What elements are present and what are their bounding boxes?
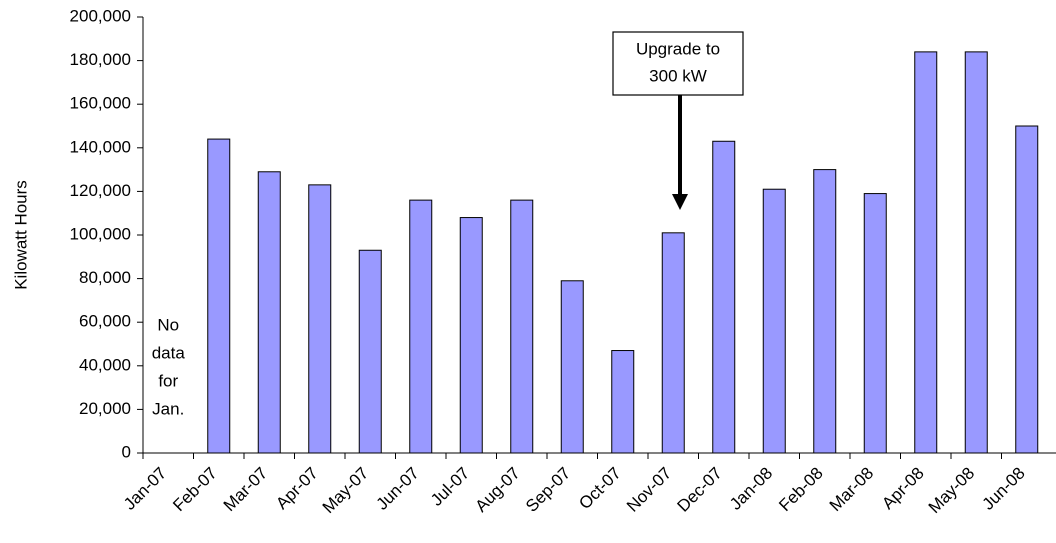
x-tick-label: Oct-07 xyxy=(575,464,625,514)
y-axis-title: Kilowatt Hours xyxy=(11,180,30,290)
y-tick-label: 140,000 xyxy=(70,137,131,156)
annotation-text: for xyxy=(158,371,178,390)
bar xyxy=(510,199,534,454)
bar xyxy=(459,217,483,454)
x-tick-label: Jan-07 xyxy=(120,464,170,514)
bar xyxy=(207,138,231,454)
x-tick-label: May-07 xyxy=(319,464,373,518)
annotation-box xyxy=(612,31,744,96)
x-tick-label: May-08 xyxy=(925,464,979,518)
x-tick-label: Apr-08 xyxy=(878,464,928,514)
bar xyxy=(661,232,685,454)
x-tick-label: Mar-07 xyxy=(220,464,272,516)
annotation-text: data xyxy=(152,343,186,362)
y-tick-label: 60,000 xyxy=(79,312,131,331)
x-tick-label: Jun-08 xyxy=(979,464,1029,514)
x-tick-label: Apr-07 xyxy=(272,464,322,514)
bar xyxy=(813,169,837,454)
annotation-text: Upgrade to xyxy=(636,39,720,58)
x-tick-label: Sep-07 xyxy=(522,464,574,516)
bar xyxy=(560,280,584,454)
y-tick-label: 100,000 xyxy=(70,224,131,243)
y-tick-label: 40,000 xyxy=(79,355,131,374)
x-tick-label: Feb-07 xyxy=(169,464,221,516)
x-tick-label: Aug-07 xyxy=(472,464,524,516)
x-tick-label: Feb-08 xyxy=(775,464,827,516)
bar xyxy=(409,199,433,454)
annotation-text: No xyxy=(157,315,179,334)
bar xyxy=(863,193,887,454)
annotation-arrowhead xyxy=(672,194,688,210)
y-tick-label: 160,000 xyxy=(70,94,131,113)
y-tick-label: 80,000 xyxy=(79,268,131,287)
x-tick-label: Mar-08 xyxy=(826,464,878,516)
x-tick-label: Jul-07 xyxy=(427,464,473,510)
annotation-text: 300 kW xyxy=(649,66,707,85)
bar xyxy=(611,350,635,454)
y-tick-label: 20,000 xyxy=(79,399,131,418)
y-tick-label: 180,000 xyxy=(70,50,131,69)
bar xyxy=(358,249,382,454)
bar xyxy=(914,51,938,454)
bar xyxy=(1015,125,1039,454)
y-tick-label: 200,000 xyxy=(70,6,131,25)
bar xyxy=(308,184,332,454)
y-tick-label: 0 xyxy=(122,442,131,461)
bar xyxy=(257,171,281,454)
bar xyxy=(712,140,736,454)
x-tick-label: Nov-07 xyxy=(623,464,675,516)
annotation-text: Jan. xyxy=(152,399,184,418)
bar xyxy=(964,51,988,454)
x-tick-label: Dec-07 xyxy=(674,464,726,516)
bar xyxy=(762,188,786,454)
y-tick-label: 120,000 xyxy=(70,181,131,200)
x-tick-label: Jan-08 xyxy=(726,464,776,514)
x-tick-label: Jun-07 xyxy=(373,464,423,514)
